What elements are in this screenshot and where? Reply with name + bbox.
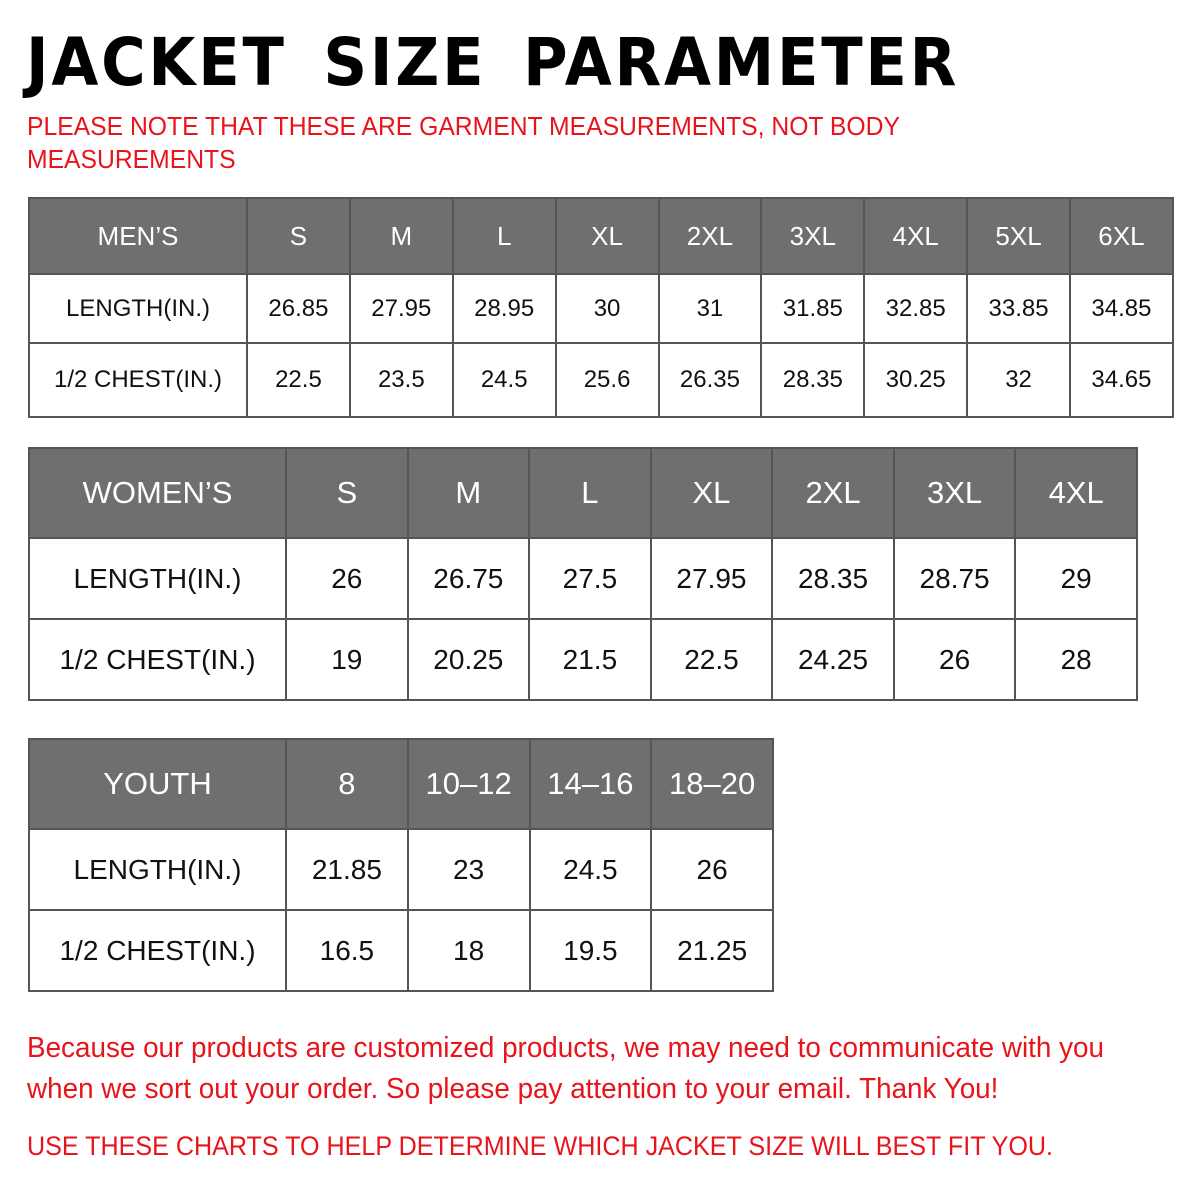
size-header: 3XL <box>892 447 1017 539</box>
row-label: LENGTH(IN.) <box>28 273 248 344</box>
measurement-cell: 23 <box>406 828 531 911</box>
measurement-cell: 24.5 <box>451 342 557 418</box>
measurement-cell: 33.85 <box>966 273 1071 344</box>
measurement-cell: 34.65 <box>1069 342 1174 418</box>
measurement-cell: 21.5 <box>528 618 652 701</box>
size-header: XL <box>554 197 660 275</box>
size-header: M <box>406 447 531 539</box>
measurement-cell: 18 <box>406 909 531 992</box>
measurement-note: PLEASE NOTE THAT THESE ARE GARMENT MEASU… <box>27 111 900 174</box>
size-header: S <box>246 197 351 275</box>
measurement-cell: 16.5 <box>285 909 409 992</box>
measurement-cell: 19 <box>285 618 409 701</box>
mens-size-table: MEN’S S M L XL 2XL 3XL 4XL 5XL 6XL LENGTH(IN.) 26.8… <box>28 197 1174 418</box>
measurement-cell: 28 <box>1014 618 1138 701</box>
measurement-cell: 26.75 <box>406 537 531 620</box>
size-header: 6XL <box>1069 197 1174 275</box>
measurement-cell: 28.95 <box>451 273 557 344</box>
row-label: 1/2 CHEST(IN.) <box>28 909 287 992</box>
size-header: M <box>348 197 454 275</box>
size-header: XL <box>649 447 774 539</box>
measurement-cell: 31 <box>657 273 763 344</box>
measurement-cell: 22.5 <box>246 342 351 418</box>
table-row: 1/2 CHEST(IN.) 22.5 23.5 24.5 25.6 26.35 28.35… <box>28 342 1174 418</box>
measurement-cell: 26 <box>650 828 774 911</box>
measurement-cell: 20.25 <box>406 618 531 701</box>
measurement-cell: 26.35 <box>657 342 763 418</box>
size-header: S <box>285 447 409 539</box>
measurement-cell: 26 <box>285 537 409 620</box>
size-header: 8 <box>285 738 409 830</box>
measurement-cell: 22.5 <box>649 618 774 701</box>
measurement-cell: 23.5 <box>348 342 454 418</box>
size-header: 5XL <box>966 197 1071 275</box>
measurement-cell: 29 <box>1014 537 1138 620</box>
measurement-cell: 21.25 <box>650 909 774 992</box>
size-header: 2XL <box>657 197 763 275</box>
size-header: 14–16 <box>528 738 653 830</box>
measurement-cell: 26 <box>892 618 1017 701</box>
measurement-cell: 30.25 <box>863 342 969 418</box>
table-row: 1/2 CHEST(IN.) 19 20.25 21.5 22.5 24.25 26 28 <box>28 618 1138 701</box>
measurement-cell: 28.75 <box>892 537 1017 620</box>
measurement-cell: 21.85 <box>285 828 409 911</box>
customization-message: Because our products are customized prod… <box>27 1032 1105 1105</box>
row-label: 1/2 CHEST(IN.) <box>28 342 248 418</box>
measurement-cell: 19.5 <box>528 909 653 992</box>
measurement-cell: 31.85 <box>760 273 866 344</box>
measurement-cell: 30 <box>554 273 660 344</box>
category-header: YOUTH <box>28 738 287 830</box>
category-header: MEN’S <box>28 197 248 275</box>
measurement-cell: 28.35 <box>760 342 866 418</box>
measurement-cell: 27.5 <box>528 537 652 620</box>
table-row: LENGTH(IN.) 21.85 23 24.5 26 <box>28 828 774 911</box>
row-label: 1/2 CHEST(IN.) <box>28 618 287 701</box>
header-row: WOMEN’S S M L XL 2XL 3XL 4XL <box>28 447 1138 539</box>
measurement-cell: 26.85 <box>246 273 351 344</box>
measurement-cell: 25.6 <box>554 342 660 418</box>
table-row: 1/2 CHEST(IN.) 16.5 18 19.5 21.25 <box>28 909 774 992</box>
size-advice: USE THESE CHARTS TO HELP DETERMINE WHICH… <box>27 1131 1054 1161</box>
page-title: JACKET SIZE PARAMETER <box>26 24 960 101</box>
table-row: LENGTH(IN.) 26 26.75 27.5 27.95 28.35 28.75 29 <box>28 537 1138 620</box>
measurement-cell: 32 <box>966 342 1071 418</box>
row-label: LENGTH(IN.) <box>28 828 287 911</box>
size-header: 3XL <box>760 197 866 275</box>
size-header: L <box>528 447 652 539</box>
measurement-cell: 32.85 <box>863 273 969 344</box>
size-header: 10–12 <box>406 738 531 830</box>
measurement-cell: 24.25 <box>771 618 895 701</box>
youth-size-table: YOUTH 8 10–12 14–16 18–20 LENGTH(IN.) 21.85 23 2… <box>28 738 774 992</box>
header-row: YOUTH 8 10–12 14–16 18–20 <box>28 738 774 830</box>
size-header: 4XL <box>863 197 969 275</box>
row-label: LENGTH(IN.) <box>28 537 287 620</box>
table-row: LENGTH(IN.) 26.85 27.95 28.95 30 31 31.85 32.85… <box>28 273 1174 344</box>
size-header: 2XL <box>771 447 895 539</box>
measurement-cell: 27.95 <box>348 273 454 344</box>
measurement-cell: 28.35 <box>771 537 895 620</box>
measurement-cell: 34.85 <box>1069 273 1174 344</box>
header-row: MEN’S S M L XL 2XL 3XL 4XL 5XL 6XL <box>28 197 1174 275</box>
womens-size-table: WOMEN’S S M L XL 2XL 3XL 4XL LENGTH(IN.) 26 26.75 2… <box>28 447 1138 701</box>
size-header: L <box>451 197 557 275</box>
measurement-cell: 27.95 <box>649 537 774 620</box>
measurement-cell: 24.5 <box>528 828 653 911</box>
size-header: 4XL <box>1014 447 1138 539</box>
size-header: 18–20 <box>650 738 774 830</box>
category-header: WOMEN’S <box>28 447 287 539</box>
